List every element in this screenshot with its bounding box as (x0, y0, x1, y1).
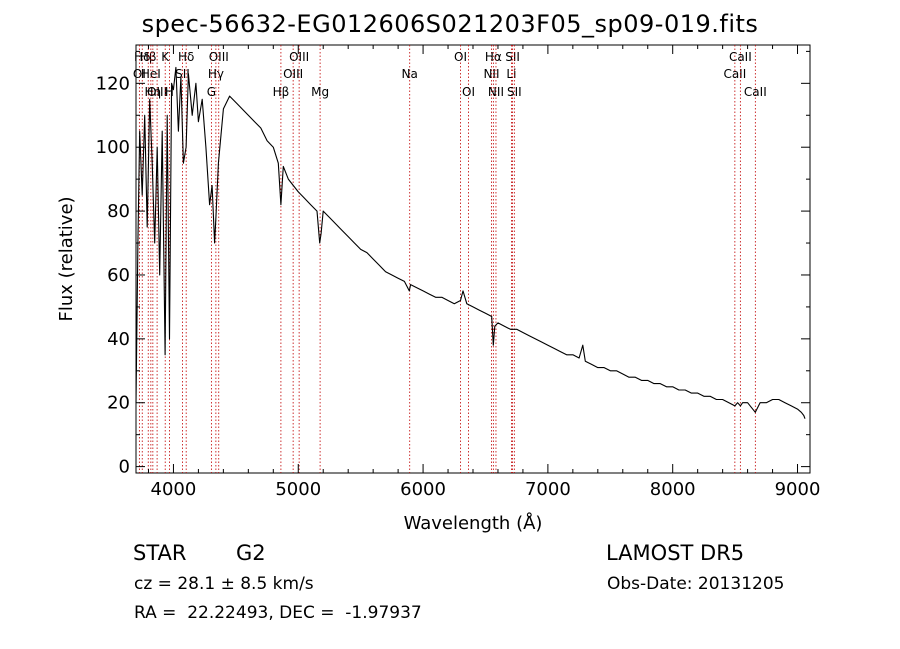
y-tick-label: 60 (107, 265, 130, 286)
x-tick-label: 4000 (151, 479, 197, 500)
class-label: STAR (133, 541, 187, 565)
y-tick-label: 80 (107, 201, 130, 222)
line-marker-label: CaII (744, 85, 767, 99)
line-marker-label: OIII (289, 50, 309, 64)
radec-text: RA = 22.22493, DEC = -1.97937 (134, 603, 422, 623)
line-marker-label: NII (483, 67, 499, 81)
line-marker-label: G (207, 85, 216, 99)
line-marker-label: OI (454, 50, 467, 64)
line-marker-label: SII (505, 50, 520, 64)
cz-text: cz = 28.1 ± 8.5 km/s (134, 574, 314, 594)
line-marker-label: Li (506, 67, 516, 81)
x-tick-label: 8000 (650, 479, 696, 500)
line-marker-label: Na (402, 67, 418, 81)
line-marker-label: Hδ (178, 50, 194, 64)
line-marker-label: SII (175, 67, 190, 81)
x-tick-label: 6000 (400, 479, 446, 500)
line-marker-label: CaII (723, 67, 746, 81)
y-axis-label: Flux (relative) (56, 196, 77, 321)
x-axis-label: Wavelength (Å) (404, 512, 543, 534)
line-marker-label: NII (488, 85, 504, 99)
line-marker-label: OIII (147, 85, 167, 99)
line-marker-label: Hβ (140, 50, 157, 64)
y-tick-label: 120 (96, 73, 130, 94)
spectrum-line (135, 66, 806, 419)
x-tick-label: 7000 (525, 479, 571, 500)
line-marker-label: OIII (209, 50, 229, 64)
line-marker-label: Hα (485, 50, 502, 64)
y-tick-label: 0 (119, 457, 130, 478)
line-marker-label: K (161, 50, 170, 64)
line-marker-label: Hγ (208, 67, 224, 81)
x-tick-label: 5000 (275, 479, 321, 500)
plot-frame (135, 44, 811, 474)
survey-label: LAMOST DR5 (606, 541, 745, 565)
subclass-label: G2 (236, 541, 266, 565)
obs-date-text: Obs-Date: 20131205 (607, 574, 785, 594)
y-tick-label: 100 (96, 137, 130, 158)
line-marker-label: SII (507, 85, 522, 99)
line-marker-label: Mg (311, 85, 329, 99)
chart-title: spec-56632-EG012606S021203F05_sp09-019.f… (141, 10, 759, 38)
x-tick-label: 9000 (775, 479, 821, 500)
line-marker-label: CaII (729, 50, 752, 64)
line-marker-label: H (165, 85, 174, 99)
line-marker-label: Hδ (134, 50, 150, 64)
y-tick-label: 20 (107, 393, 130, 414)
line-marker-label: Hβ (273, 85, 290, 99)
y-tick-label: 40 (107, 329, 130, 350)
line-marker-label: OIII (283, 67, 303, 81)
line-marker-label: OI (462, 85, 475, 99)
line-marker-label: HeI (141, 67, 161, 81)
